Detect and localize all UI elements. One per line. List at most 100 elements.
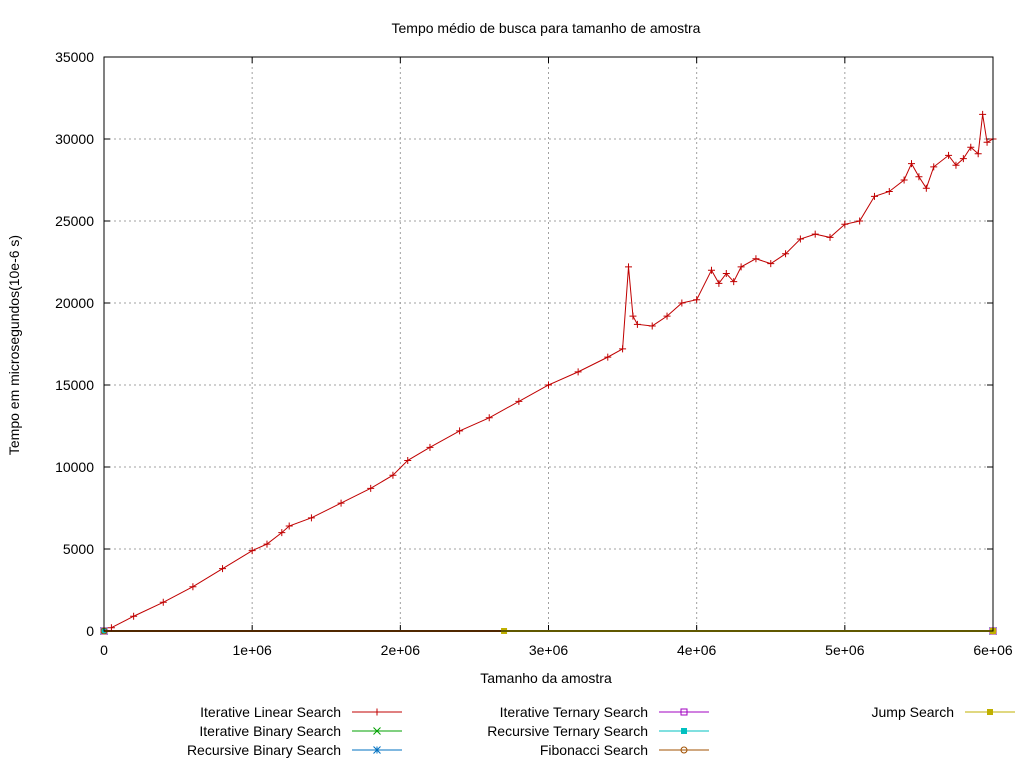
legend-marker bbox=[373, 708, 381, 716]
data-point bbox=[693, 296, 701, 304]
data-point bbox=[285, 522, 293, 530]
data-point bbox=[885, 187, 893, 195]
data-point bbox=[130, 612, 138, 620]
data-point bbox=[107, 624, 115, 632]
data-point bbox=[979, 110, 987, 118]
data-point bbox=[263, 540, 271, 548]
data-point bbox=[707, 266, 715, 274]
data-point bbox=[856, 217, 864, 225]
y-tick-label: 0 bbox=[86, 623, 94, 639]
x-tick-label: 6e+06 bbox=[973, 642, 1013, 658]
data-point bbox=[900, 176, 908, 184]
data-point bbox=[426, 443, 434, 451]
data-point bbox=[159, 598, 167, 606]
data-point bbox=[930, 163, 938, 171]
y-tick-label: 20000 bbox=[55, 295, 94, 311]
y-axis-label: Tempo em microsegundos(10e-6 s) bbox=[6, 235, 22, 455]
data-point bbox=[678, 299, 686, 307]
data-point bbox=[337, 499, 345, 507]
data-point bbox=[983, 138, 991, 146]
data-point bbox=[715, 279, 723, 287]
data-point bbox=[574, 368, 582, 376]
legend-marker bbox=[373, 746, 381, 754]
data-point bbox=[404, 456, 412, 464]
x-tick-label: 2e+06 bbox=[381, 642, 421, 658]
legend-marker bbox=[987, 709, 993, 715]
legend-item: Jump Search bbox=[872, 704, 1015, 720]
data-point bbox=[908, 160, 916, 168]
legend-marker bbox=[680, 746, 688, 754]
legend-marker bbox=[680, 708, 688, 716]
data-point bbox=[737, 263, 745, 271]
legend-label: Iterative Linear Search bbox=[200, 704, 341, 720]
data-point bbox=[619, 345, 627, 353]
data-point bbox=[189, 583, 197, 591]
x-tick-label: 0 bbox=[100, 642, 108, 658]
legend-item: Recursive Ternary Search bbox=[487, 723, 709, 739]
data-point bbox=[367, 484, 375, 492]
y-tick-label: 35000 bbox=[55, 49, 94, 65]
legend-item: Recursive Binary Search bbox=[187, 742, 402, 758]
x-tick-label: 3e+06 bbox=[529, 642, 569, 658]
data-point bbox=[730, 278, 738, 286]
series-line bbox=[111, 114, 994, 629]
y-tick-label: 15000 bbox=[55, 377, 94, 393]
data-point bbox=[952, 161, 960, 169]
legend-item: Iterative Linear Search bbox=[200, 704, 402, 720]
legend-marker bbox=[681, 728, 687, 734]
data-point bbox=[663, 312, 671, 320]
data-point bbox=[870, 192, 878, 200]
data-point bbox=[389, 471, 397, 479]
data-point bbox=[604, 353, 612, 361]
data-point bbox=[811, 230, 819, 238]
data-point bbox=[967, 143, 975, 151]
data-point bbox=[826, 233, 834, 241]
data-point bbox=[915, 173, 923, 181]
data-point bbox=[922, 184, 930, 192]
legend-marker bbox=[373, 727, 381, 735]
data-point bbox=[752, 255, 760, 263]
x-tick-label: 4e+06 bbox=[677, 642, 717, 658]
legend-label: Recursive Ternary Search bbox=[487, 723, 648, 739]
data-point bbox=[633, 320, 641, 328]
series-0 bbox=[107, 110, 997, 632]
y-tick-label: 10000 bbox=[55, 459, 94, 475]
legend-label: Fibonacci Search bbox=[540, 742, 648, 758]
data-point bbox=[307, 514, 315, 522]
data-point bbox=[515, 397, 523, 405]
data-point bbox=[974, 150, 982, 158]
x-tick-label: 1e+06 bbox=[233, 642, 273, 658]
data-point bbox=[219, 565, 227, 573]
data-point bbox=[629, 312, 637, 320]
data-point bbox=[945, 151, 953, 159]
plot-border bbox=[103, 56, 994, 632]
legend-item: Fibonacci Search bbox=[540, 742, 709, 758]
data-point bbox=[767, 260, 775, 268]
legend-label: Iterative Ternary Search bbox=[500, 704, 648, 720]
legend: Iterative Linear Search Iterative Binary … bbox=[187, 704, 1015, 758]
data-point bbox=[485, 414, 493, 422]
data-point bbox=[625, 263, 633, 271]
data-point bbox=[248, 547, 256, 555]
y-tick-label: 30000 bbox=[55, 131, 94, 147]
x-tick-label: 5e+06 bbox=[825, 642, 865, 658]
data-point bbox=[648, 322, 656, 330]
legend-label: Recursive Binary Search bbox=[187, 742, 341, 758]
data-point bbox=[959, 155, 967, 163]
y-tick-label: 5000 bbox=[63, 541, 94, 557]
x-axis-label: Tamanho da amostra bbox=[480, 670, 612, 686]
legend-item: Iterative Ternary Search bbox=[500, 704, 709, 720]
legend-item: Iterative Binary Search bbox=[199, 723, 402, 739]
data-point bbox=[796, 235, 804, 243]
legend-label: Iterative Binary Search bbox=[199, 723, 341, 739]
data-point bbox=[456, 427, 464, 435]
axis-ticks: 0 5000 10000 15000 20000 25000 30000 35000 0 1e+0… bbox=[55, 49, 1013, 658]
data-point bbox=[782, 250, 790, 258]
y-tick-label: 25000 bbox=[55, 213, 94, 229]
grid bbox=[104, 57, 993, 631]
data-point bbox=[545, 381, 552, 389]
legend-label: Jump Search bbox=[872, 704, 954, 720]
data-point bbox=[841, 220, 849, 228]
chart-title: Tempo médio de busca para tamanho de amo… bbox=[392, 20, 701, 36]
